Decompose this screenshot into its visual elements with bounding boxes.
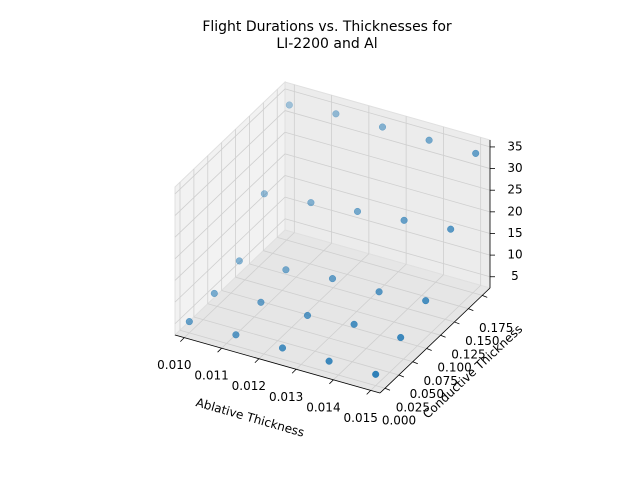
grid-line [174, 110, 286, 216]
tick-mark [440, 334, 446, 338]
grid-line [174, 175, 286, 281]
grid-line [207, 303, 413, 363]
tick-mark [482, 295, 488, 298]
grid-line [284, 110, 491, 169]
point [328, 275, 337, 283]
grid-line [184, 232, 295, 338]
tick-mark [398, 374, 405, 378]
grid-line [174, 88, 286, 195]
point [400, 216, 408, 224]
tick-mark [254, 358, 260, 364]
grid-line [284, 175, 491, 234]
point [285, 101, 293, 109]
point [307, 199, 315, 207]
point [350, 320, 358, 328]
point [282, 266, 290, 274]
point [372, 370, 380, 378]
z-tick-label: 20 [507, 204, 522, 218]
point [447, 225, 455, 233]
point [235, 257, 243, 265]
x-tick-label: 0.012 [232, 379, 266, 393]
x-tick-label: 0.010 [157, 358, 191, 372]
x-tick-label: 0.015 [344, 411, 378, 425]
x-tick-label: 0.011 [194, 369, 228, 383]
grid-line [174, 131, 286, 238]
grid-line [179, 329, 386, 389]
tick-mark [217, 347, 222, 353]
point [210, 289, 218, 297]
y-tick-label: 0.075 [423, 374, 457, 388]
chart-title: LI-2200 and Al [276, 36, 377, 52]
tick-mark [180, 337, 185, 342]
y-axis [379, 287, 491, 394]
z-tick-label: 10 [507, 248, 522, 262]
y-tick-label: 0.150 [465, 334, 499, 348]
tick-mark [412, 361, 418, 365]
y-tick-label: 0.050 [410, 387, 444, 401]
point [278, 344, 287, 352]
grid-line [284, 131, 491, 191]
point [425, 136, 433, 144]
grid-line [333, 274, 444, 381]
tick-mark [366, 390, 371, 395]
grid-line [174, 218, 286, 325]
z-tick-label: 35 [507, 139, 522, 153]
point [332, 110, 340, 118]
grid-line [263, 250, 469, 310]
y-tick-label: 0.100 [437, 361, 471, 375]
tick-mark [468, 308, 474, 312]
point [472, 149, 480, 157]
grid-line [295, 263, 407, 370]
grid-line [284, 218, 491, 278]
point [422, 297, 430, 305]
grid-line [284, 153, 491, 213]
chart-title: Flight Durations vs. Thicknesses for [202, 19, 452, 35]
grid-line [284, 196, 491, 256]
tick-mark [384, 387, 391, 391]
z-tick-label: 15 [507, 226, 522, 240]
point [303, 311, 312, 320]
x-axis [174, 334, 381, 394]
grid-line [249, 263, 455, 323]
point [232, 331, 240, 339]
grid-line [235, 276, 441, 336]
y-tick-label: 0.025 [396, 400, 430, 414]
point [185, 318, 193, 326]
grid-line [258, 253, 370, 360]
grid-line [221, 290, 427, 349]
grid-line [174, 153, 286, 260]
point [397, 333, 405, 342]
grid-line [277, 237, 483, 296]
grid-line [193, 316, 399, 376]
grid-line [370, 285, 481, 391]
grid-line [221, 242, 332, 349]
point [378, 123, 387, 131]
point [325, 357, 333, 365]
tick-mark [454, 321, 460, 325]
point [260, 190, 268, 198]
tick-mark [426, 348, 432, 351]
y-tick-label: 0.000 [382, 414, 416, 428]
point [353, 207, 362, 216]
point [257, 298, 265, 306]
x-tick-label: 0.013 [269, 390, 303, 404]
grid-line [174, 196, 286, 303]
tick-mark [291, 368, 297, 374]
grid-line [284, 88, 491, 148]
tick-mark [329, 379, 334, 385]
x-tick-label: 0.014 [306, 400, 340, 414]
z-tick-label: 25 [507, 183, 522, 197]
z-tick-label: 30 [507, 161, 522, 175]
point [375, 288, 383, 296]
z-tick-label: 5 [511, 269, 519, 283]
y-tick-label: 0.175 [479, 321, 513, 335]
y-tick-label: 0.125 [451, 347, 485, 361]
